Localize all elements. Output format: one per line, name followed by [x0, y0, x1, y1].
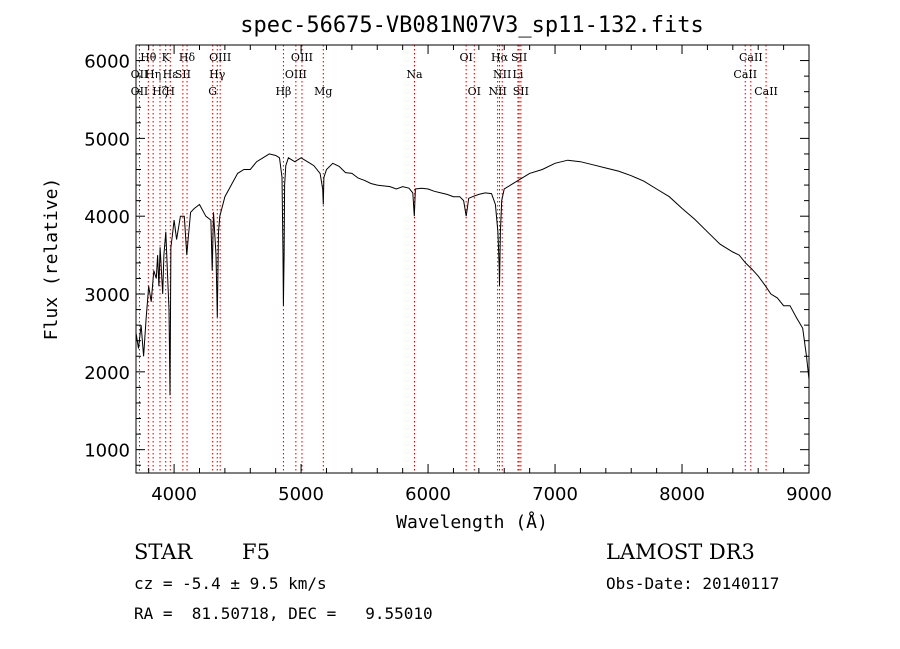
spectrum-line	[135, 153, 810, 396]
line-marker-label: NII	[488, 85, 506, 98]
redshift-info: cz = -5.4 ± 9.5 km/s	[134, 574, 327, 593]
x-tick-label: 5000	[278, 484, 324, 505]
line-marker-label: Hγ	[209, 68, 226, 81]
x-tick-label: 7000	[532, 484, 578, 505]
line-marker-label: Hθ	[140, 51, 157, 64]
y-tick-label: 2000	[84, 363, 130, 384]
plot-frame	[135, 44, 810, 474]
line-marker-label: Mg	[314, 85, 332, 98]
line-marker-label: H	[165, 85, 175, 98]
y-axis-label: Flux (relative)	[41, 178, 62, 341]
line-markers	[138, 45, 767, 473]
x-axis-label: Wavelength (Å)	[396, 511, 548, 533]
line-marker-label: K	[162, 51, 171, 64]
survey-name: LAMOST DR3	[606, 540, 755, 564]
line-marker-label: NII	[493, 68, 511, 81]
y-tick-label: 4000	[84, 207, 130, 228]
line-marker-label: Li	[513, 68, 524, 81]
line-marker-label: OIII	[285, 68, 307, 81]
x-axis-ticks: 4000 5000 6000 7000 8000 9000	[148, 45, 832, 505]
line-marker-label: CaII	[733, 68, 757, 81]
line-marker-label: SII	[175, 68, 191, 81]
obs-date: Obs-Date: 20140117	[606, 574, 780, 593]
y-tick-label: 6000	[84, 52, 130, 73]
line-marker-label: OIII	[291, 51, 313, 64]
coordinates: RA = 81.50718, DEC = 9.55010	[134, 604, 433, 623]
chart-title: spec-56675-VB081N07V3_sp11-132.fits	[240, 13, 704, 38]
line-marker-label: CaII	[754, 85, 778, 98]
y-tick-label: 3000	[84, 285, 130, 306]
object-subclass: F5	[242, 540, 270, 564]
line-marker-label: CaII	[739, 51, 763, 64]
line-marker-label: Hε	[163, 68, 179, 81]
x-tick-label: 4000	[151, 484, 197, 505]
line-marker-label: Hβ	[275, 85, 291, 98]
object-class: STAR	[134, 540, 193, 564]
y-axis-ticks: 1000 2000 3000 4000 5000 6000	[84, 44, 809, 466]
line-marker-label: Hα	[491, 51, 509, 64]
x-tick-label: 9000	[786, 484, 832, 505]
x-tick-label: 6000	[405, 484, 451, 505]
line-marker-label: G	[208, 85, 217, 98]
line-marker-label: OI	[459, 51, 472, 64]
line-marker-label: Hδ	[179, 51, 196, 64]
line-marker-label: Hζ	[152, 85, 168, 98]
line-marker-label: SII	[511, 51, 527, 64]
x-tick-label: 8000	[659, 484, 705, 505]
line-marker-label: Hη	[145, 68, 161, 81]
line-marker-label: OIII	[209, 51, 231, 64]
line-marker-label: Na	[406, 68, 423, 81]
line-marker-label: OII	[131, 68, 149, 81]
line-marker-label: SII	[513, 85, 529, 98]
y-tick-label: 5000	[84, 129, 130, 150]
y-tick-label: 1000	[84, 441, 130, 462]
line-marker-label: OI	[468, 85, 481, 98]
